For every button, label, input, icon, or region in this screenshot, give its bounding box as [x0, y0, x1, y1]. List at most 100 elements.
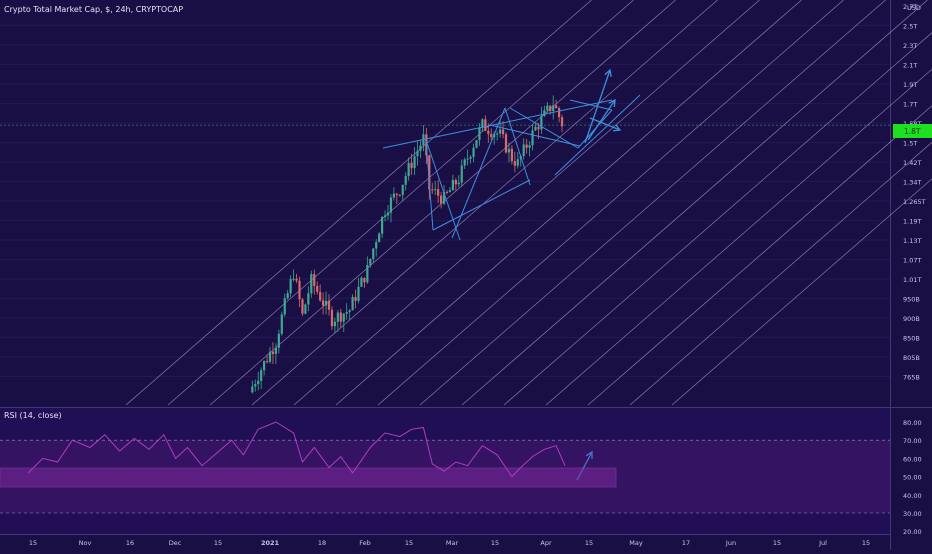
candle-body: [499, 129, 502, 134]
candle-body: [274, 347, 277, 354]
arrow-head[interactable]: [604, 68, 612, 78]
candle-body: [478, 127, 481, 141]
candle-body: [413, 156, 416, 169]
channel-line[interactable]: [293, 0, 760, 406]
candle-body: [322, 300, 325, 306]
arrow-shaft[interactable]: [576, 451, 593, 481]
trend-line[interactable]: [432, 179, 531, 231]
time-tick-label: 16: [126, 539, 134, 547]
candle-body: [372, 248, 375, 259]
channel-line[interactable]: [629, 0, 932, 406]
trend-line[interactable]: [425, 139, 461, 241]
channel-line[interactable]: [503, 0, 932, 406]
trend-line[interactable]: [554, 94, 641, 176]
trend-line[interactable]: [504, 107, 531, 186]
time-tick-label: Jun: [725, 539, 736, 547]
rsi-tick-label: 40.00: [903, 492, 922, 500]
trend-line[interactable]: [451, 107, 506, 239]
candle-body: [310, 274, 313, 294]
time-tick-label: 15: [491, 539, 499, 547]
time-tick-label: May: [629, 539, 643, 547]
rsi-title: RSI (14, close): [4, 411, 62, 420]
time-tick-label: Feb: [359, 539, 371, 547]
rsi-band-fill: [0, 440, 890, 513]
channel-line[interactable]: [377, 0, 844, 406]
channel-line[interactable]: [419, 0, 886, 406]
candle-body: [546, 105, 549, 111]
candle-body: [316, 285, 319, 292]
candle-body: [330, 309, 334, 327]
candle-body: [451, 179, 454, 191]
currency-label: USD: [907, 4, 921, 12]
rsi-tick-label: 20.00: [903, 528, 922, 536]
candle-body: [507, 148, 511, 153]
channel-line[interactable]: [335, 0, 802, 406]
candle-body: [525, 144, 528, 148]
candle-body: [342, 313, 345, 322]
candle-body: [280, 314, 283, 334]
candle-body: [257, 380, 260, 385]
candle-body: [283, 298, 286, 315]
candle-body: [469, 156, 472, 159]
rsi-axis[interactable]: 80.00 70.00 60.00 50.00 40.00 30.00 20.00: [903, 419, 922, 536]
channel-line[interactable]: [209, 0, 676, 406]
time-axis[interactable]: 15 Nov 16 Dec 15 2021 18 Feb 15 Mar 15 Apr 15 May 17 Ju…: [29, 539, 870, 547]
price-tick-label: 1.34T: [903, 179, 921, 187]
candle-body: [319, 291, 322, 301]
channel-line[interactable]: [251, 0, 718, 406]
trend-drawings[interactable]: [382, 68, 641, 481]
rsi-support-zone[interactable]: [0, 467, 617, 488]
trend-line[interactable]: [425, 139, 434, 231]
candle-body: [510, 148, 513, 162]
channel-line[interactable]: [671, 0, 932, 406]
candle-body: [549, 105, 552, 111]
candle-body: [298, 280, 301, 300]
trend-line[interactable]: [509, 107, 579, 149]
trend-line[interactable]: [382, 99, 613, 149]
rsi-tick-label: 50.00: [903, 474, 922, 482]
candle-body: [351, 296, 354, 311]
arrow-head[interactable]: [608, 98, 616, 108]
candle-body: [333, 321, 336, 327]
candle-body: [307, 293, 310, 305]
time-tick-label: Nov: [79, 539, 92, 547]
regression-channel-lines[interactable]: [125, 0, 932, 406]
trend-line[interactable]: [489, 124, 581, 147]
candle-body: [265, 361, 269, 363]
channel-line[interactable]: [167, 0, 634, 406]
candle-body: [537, 126, 540, 130]
candle-body: [434, 189, 437, 191]
candle-body: [401, 184, 404, 195]
channel-line[interactable]: [125, 0, 592, 406]
price-tag-text: 1.8T: [904, 127, 921, 136]
time-tick-label: 15: [29, 539, 37, 547]
candle-body: [496, 133, 499, 135]
price-tick-label: 1.42T: [903, 159, 921, 167]
trend-line[interactable]: [569, 99, 613, 111]
rsi-tick-label: 80.00: [903, 419, 922, 427]
arrow-head[interactable]: [585, 450, 593, 460]
candle-body: [558, 108, 561, 118]
price-axis[interactable]: 2.7T2.5T2.3T2.1T1.9T1.7T1.58T1.5T1.42T1.…: [903, 3, 926, 382]
candle-body: [528, 145, 531, 148]
candle-body: [555, 105, 558, 109]
candle-body: [313, 274, 316, 286]
candle-body: [416, 150, 419, 157]
arrow-shaft[interactable]: [587, 99, 616, 141]
channel-line[interactable]: [545, 0, 932, 406]
time-tick-label: 2021: [261, 539, 280, 547]
arrow-shaft[interactable]: [584, 69, 611, 144]
candle-body: [484, 119, 487, 131]
candle-body: [437, 189, 440, 196]
channel-line[interactable]: [587, 0, 932, 406]
arrow-shaft[interactable]: [589, 117, 621, 131]
price-tag-box: [893, 124, 932, 138]
rsi-tick-label: 70.00: [903, 437, 922, 445]
price-tick-label: 1.9T: [903, 81, 917, 89]
candle-body: [552, 105, 555, 111]
arrow-head[interactable]: [612, 124, 622, 132]
price-tick-label: 1.19T: [903, 218, 921, 226]
channel-line[interactable]: [461, 0, 928, 406]
candle-body: [534, 126, 537, 131]
candle-body: [531, 130, 534, 146]
